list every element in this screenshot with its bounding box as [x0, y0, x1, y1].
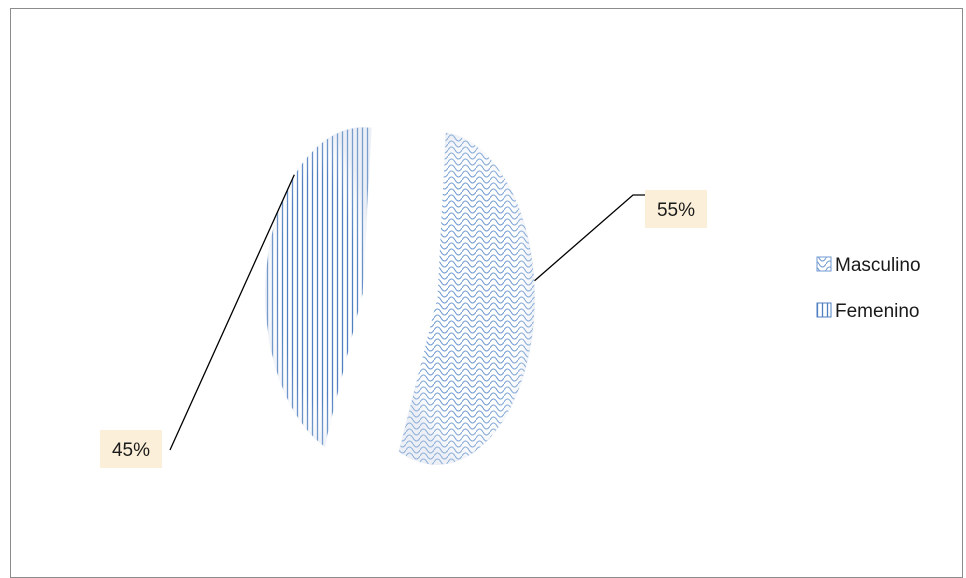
data-label-background	[645, 190, 707, 228]
pie-slice-masculino	[397, 131, 536, 466]
legend: Masculino Femenino	[816, 255, 921, 322]
legend-swatch-femenino	[816, 302, 832, 318]
data-labels-layer: 55% 45%	[100, 174, 707, 468]
data-label: 45%	[112, 440, 150, 461]
legend-label-femenino: Femenino	[835, 301, 920, 322]
legend-label-masculino: Masculino	[835, 255, 921, 276]
data-label: 55%	[657, 200, 695, 221]
data-label-background	[100, 430, 162, 468]
legend-swatch-masculino	[816, 256, 832, 272]
leader-line	[534, 194, 645, 282]
slices-layer	[264, 126, 536, 466]
pie-slice-femenino	[264, 126, 373, 449]
leader-line	[169, 174, 295, 451]
